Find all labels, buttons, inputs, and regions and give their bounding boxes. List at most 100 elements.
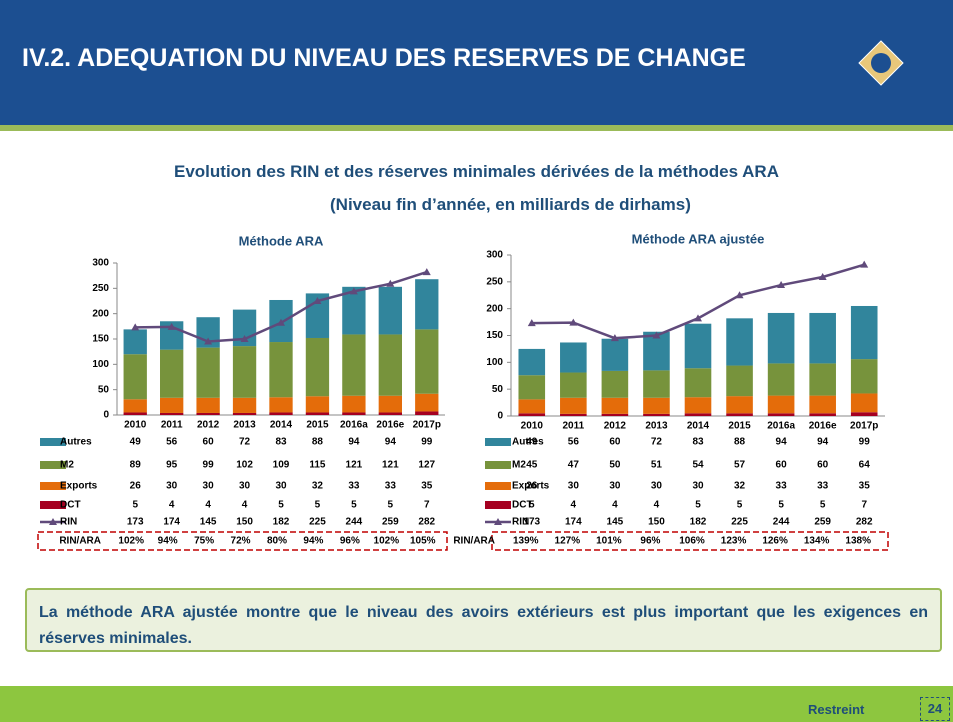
legend-swatch [40, 501, 66, 509]
legend-swatch [49, 518, 57, 525]
table-cell: 4 [169, 500, 175, 511]
table-cell: 26 [526, 481, 538, 492]
line-marker [818, 273, 827, 281]
conclusion: La méthode ARA ajustée montre que le niv… [25, 588, 942, 652]
bar-segment [767, 395, 795, 414]
table-cell: 60 [203, 437, 215, 448]
bar-segment [726, 365, 753, 397]
table-cell: 72 [651, 437, 663, 448]
table-cell: 47 [568, 460, 580, 471]
table-cell: 60 [817, 460, 829, 471]
table-cell: 94 [385, 437, 397, 448]
bar-segment [342, 395, 366, 413]
y-tick-label: 0 [103, 410, 109, 421]
bar-segment [123, 329, 147, 355]
y-tick-label: 200 [486, 303, 503, 314]
table-cell: 99 [859, 437, 871, 448]
y-tick-label: 250 [92, 283, 109, 294]
bar-segment [342, 412, 366, 415]
bar-segment [560, 372, 587, 398]
page-number: 24 [920, 697, 950, 721]
subtitle: (Niveau fin d’année, en milliards de dir… [330, 195, 691, 214]
table-cell: 30 [239, 481, 251, 492]
logo [858, 40, 904, 86]
table-cell: 30 [651, 481, 663, 492]
line-marker [167, 322, 176, 330]
x-tick-label: 2015 [728, 421, 751, 432]
x-tick-label: 2010 [124, 420, 147, 431]
bar-segment [809, 395, 836, 414]
legend-label: M2 [60, 460, 74, 471]
table-cell: 244 [346, 517, 363, 528]
bar-segment [643, 397, 670, 414]
table-cell: 33 [385, 481, 397, 492]
table-cell: 282 [856, 517, 873, 528]
table-cell: 121 [382, 460, 399, 471]
table-cell: 60 [776, 460, 788, 471]
ratio-cell: 96% [340, 536, 360, 547]
legend-swatch [485, 461, 511, 469]
table-cell: 30 [166, 481, 178, 492]
bar-segment [196, 397, 220, 413]
bar-segment [160, 397, 184, 413]
legend-label: M2 [512, 460, 526, 471]
table-cell: 56 [166, 437, 178, 448]
ratio-cell: 102% [118, 536, 144, 547]
table-cell: 5 [529, 500, 535, 511]
line-marker [277, 318, 285, 326]
y-tick-label: 50 [492, 384, 504, 395]
ratio-label: RIN/ARA [453, 536, 495, 547]
y-tick-label: 50 [98, 384, 110, 395]
table-cell: 225 [731, 517, 748, 528]
table-cell: 4 [571, 500, 577, 511]
line-marker [735, 291, 744, 299]
x-tick-label: 2016a [340, 420, 368, 431]
table-cell: 5 [820, 500, 826, 511]
table-cell: 94 [776, 437, 788, 448]
table-cell: 5 [778, 500, 784, 511]
bar-segment [378, 334, 402, 396]
x-tick-label: 2010 [521, 421, 544, 432]
bar-segment [726, 396, 753, 414]
table-cell: 5 [132, 500, 138, 511]
table-cell: 259 [382, 517, 399, 528]
table-cell: 5 [278, 500, 284, 511]
table-cell: 102 [236, 460, 253, 471]
x-tick-label: 2017p [413, 420, 441, 431]
line-marker [527, 319, 536, 327]
legend-label: Exports [60, 481, 98, 492]
bar-segment [809, 312, 836, 364]
chart-title: Méthode ARA [239, 233, 324, 248]
legend-swatch [494, 518, 502, 525]
table-cell: 33 [776, 481, 788, 492]
table-cell: 5 [695, 500, 701, 511]
ratio-cell: 96% [640, 536, 660, 547]
x-tick-label: 2015 [306, 420, 329, 431]
ratio-cell: 123% [721, 536, 747, 547]
table-cell: 32 [734, 481, 746, 492]
table-cell: 89 [130, 460, 142, 471]
bar-segment [123, 399, 147, 413]
chart-title: Méthode ARA ajustée [632, 231, 765, 246]
y-tick-label: 300 [92, 258, 109, 269]
legend-label: DCT [512, 500, 533, 511]
line-marker [652, 331, 661, 339]
table-cell: 94 [817, 437, 829, 448]
subtitle: Evolution des RIN et des réserves minima… [174, 162, 779, 181]
table-cell: 282 [418, 517, 435, 528]
table-cell: 51 [651, 460, 663, 471]
table-cell: 30 [275, 481, 287, 492]
legend-label: RIN [60, 517, 77, 528]
table-cell: 259 [814, 517, 831, 528]
bar-segment [560, 397, 587, 414]
x-tick-label: 2017p [850, 421, 878, 432]
y-tick-label: 150 [486, 330, 503, 341]
table-cell: 174 [163, 517, 180, 528]
table-cell: 83 [692, 437, 704, 448]
ratio-cell: 101% [596, 536, 622, 547]
bar-segment [196, 412, 220, 415]
table-cell: 45 [526, 460, 538, 471]
table-cell: 60 [609, 437, 621, 448]
legend-label: RIN [512, 517, 529, 528]
table-cell: 4 [654, 500, 660, 511]
